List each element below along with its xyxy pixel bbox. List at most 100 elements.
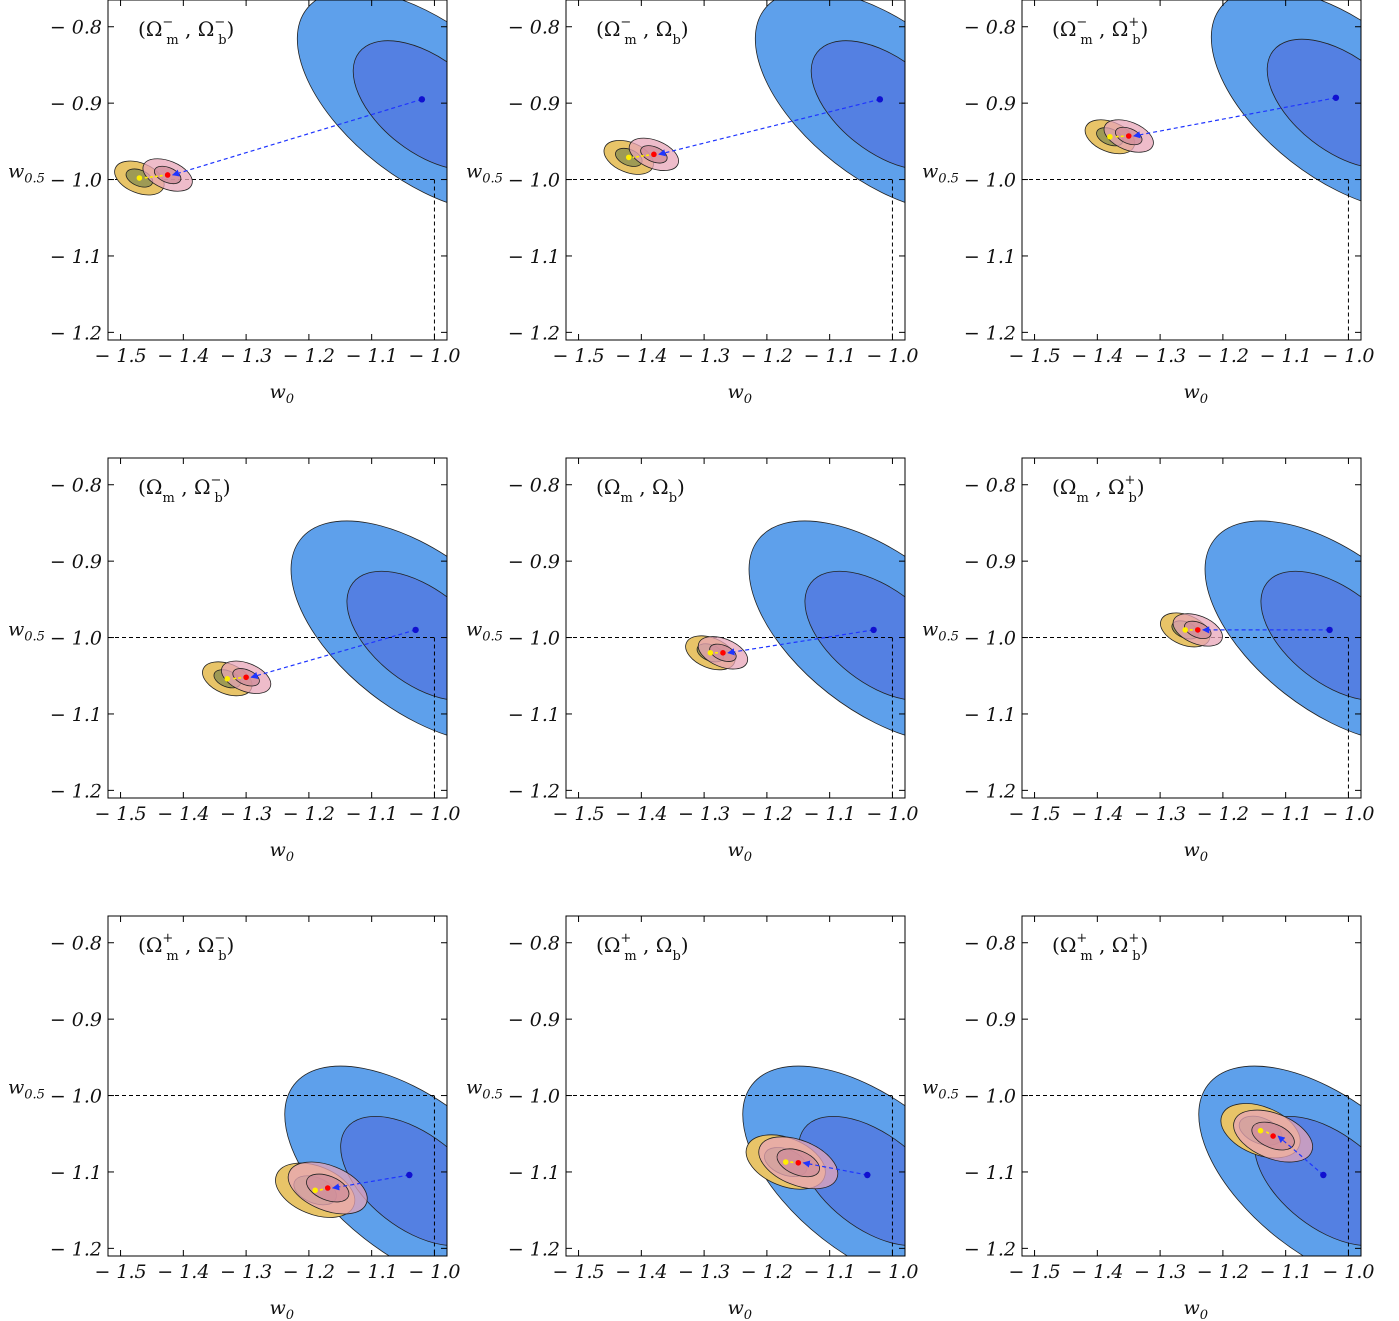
panel-title-part: − [214, 931, 225, 946]
x-tick-label: − 1.0 [866, 345, 918, 367]
y-tick-label: − 1.2 [50, 1238, 102, 1260]
x-axis-label: w0 [1184, 839, 1209, 865]
x-tick-label: − 1.2 [1197, 803, 1249, 825]
x-tick-label: − 1.5 [1008, 1261, 1060, 1283]
x-tick-label: − 1.4 [615, 345, 667, 367]
panel-title-part: Ω [146, 17, 163, 41]
shift-arrow-blue [727, 629, 874, 656]
shift-arrow-blue [250, 629, 416, 679]
y-tick-label: − 1.0 [964, 170, 1016, 192]
panel-title-part: b [214, 491, 222, 506]
shift-arrow-blue [1277, 1135, 1324, 1176]
panel-title-part [669, 473, 673, 488]
x-axis-label-sub: 0 [1200, 850, 1208, 865]
y-tick-label: − 1.1 [964, 704, 1016, 726]
fiducial-point [1326, 626, 1333, 634]
panel-title-part: Ω [604, 475, 621, 499]
shift-arrow-blue [802, 1160, 868, 1176]
x-axis-label: w0 [270, 839, 295, 865]
x-tick-label: − 1.1 [346, 803, 398, 825]
y-axis-label-sub: 0.5 [482, 630, 503, 645]
y-tick-label: − 1.2 [964, 322, 1016, 344]
red-point [164, 172, 171, 178]
yellow-point [312, 1187, 318, 1194]
yellow-point [1257, 1127, 1264, 1134]
x-tick-label: − 1.2 [741, 345, 793, 367]
x-tick-label: − 1.3 [1134, 1261, 1186, 1283]
y-tick-label: − 1.2 [50, 322, 102, 344]
plot-frame [1021, 0, 1362, 341]
panel-title-part: ) [681, 933, 689, 957]
x-tick-label: − 1.3 [220, 803, 272, 825]
panel-title-part: Ω [1060, 17, 1077, 41]
panel-title-part: − [620, 15, 631, 30]
panel-title-part: − [211, 473, 222, 488]
y-tick-label: − 1.0 [50, 1086, 102, 1108]
blue-inner-contour [1266, 38, 1361, 169]
panel-title-part: m [1077, 491, 1089, 506]
panel-title-part: Ω [194, 475, 211, 499]
panel-title-part: b [672, 33, 680, 48]
y-axis-label: w0.5 [922, 1077, 959, 1103]
panel-title-part: Ω [652, 475, 669, 499]
panel-title-part [162, 473, 166, 488]
plot-area [566, 458, 905, 798]
x-tick-label: − 1.0 [1322, 1261, 1374, 1283]
y-axis-label: w0.5 [8, 1077, 45, 1103]
plot-area [108, 0, 447, 340]
y-tick-label: − 1.1 [508, 1162, 560, 1184]
x-tick-label: − 1.5 [94, 1261, 146, 1283]
x-tick-label: − 1.4 [1071, 1261, 1123, 1283]
y-tick-label: − 1.0 [964, 628, 1016, 650]
panel-title-part: ) [227, 17, 235, 41]
plot-area [1022, 916, 1361, 1256]
y-axis-label: w0.5 [8, 161, 45, 187]
panel-title-part: , [633, 475, 652, 499]
red-point [720, 650, 726, 656]
red-point [243, 674, 249, 681]
panel-title-part: ( [596, 933, 604, 957]
x-tick-label: − 1.4 [157, 345, 209, 367]
x-axis-label: w0 [1184, 1297, 1209, 1321]
y-tick-label: − 1.1 [50, 704, 102, 726]
shift-arrow-yellow [143, 174, 168, 179]
y-tick-label: − 1.1 [50, 1162, 102, 1184]
y-axis-label-sub: 0.5 [482, 172, 503, 187]
x-tick-label: − 1.1 [1260, 1261, 1312, 1283]
fiducial-point [870, 626, 877, 634]
panel-title-part: b [218, 33, 226, 48]
y-tick-label: − 0.9 [508, 551, 560, 573]
panel-title-part: + [620, 931, 631, 946]
panel-title-part: b [1132, 949, 1140, 964]
x-tick-label: − 1.2 [283, 803, 335, 825]
y-tick-label: − 0.8 [508, 933, 560, 955]
panel-title-part: + [1128, 15, 1139, 30]
x-tick-label: − 1.3 [1134, 803, 1186, 825]
panel-title-part: , [637, 17, 656, 41]
panel-title: (Ω− m , Ω b) [596, 15, 689, 48]
y-axis-label: w0.5 [466, 619, 503, 645]
x-tick-label: − 1.0 [1322, 803, 1374, 825]
y-axis-label-sub: 0.5 [24, 630, 45, 645]
y-tick-label: − 0.9 [508, 93, 560, 115]
panel-title: (Ω+ m , Ω− b) [138, 931, 234, 964]
panel-title-part: , [1093, 17, 1112, 41]
red-point [795, 1159, 802, 1166]
blue-inner-contour [346, 570, 447, 701]
panel-title-part: ( [1052, 933, 1060, 957]
plot-frame [107, 457, 448, 799]
panel-title-part: , [637, 933, 656, 957]
blue-inner-contour [1260, 570, 1361, 701]
x-axis-label: w0 [728, 381, 753, 407]
yellow-point [707, 650, 714, 656]
x-tick-label: − 1.1 [346, 1261, 398, 1283]
y-tick-label: − 0.8 [964, 933, 1016, 955]
panel: − 1.5 − 1.4 − 1.3 − 1.2 − 1.1 − 1.0 − 0.8 − 0.9… [8, 915, 461, 1321]
x-tick-label: − 1.3 [1134, 345, 1186, 367]
panel: − 1.5 − 1.4 − 1.3 − 1.2 − 1.1 − 1.0 − 0.8 − 0.9… [466, 915, 919, 1321]
panel-title-part: m [624, 33, 636, 48]
panel-title-part: m [163, 491, 175, 506]
y-tick-label: − 1.0 [50, 170, 102, 192]
x-tick-label: − 1.5 [1008, 803, 1060, 825]
